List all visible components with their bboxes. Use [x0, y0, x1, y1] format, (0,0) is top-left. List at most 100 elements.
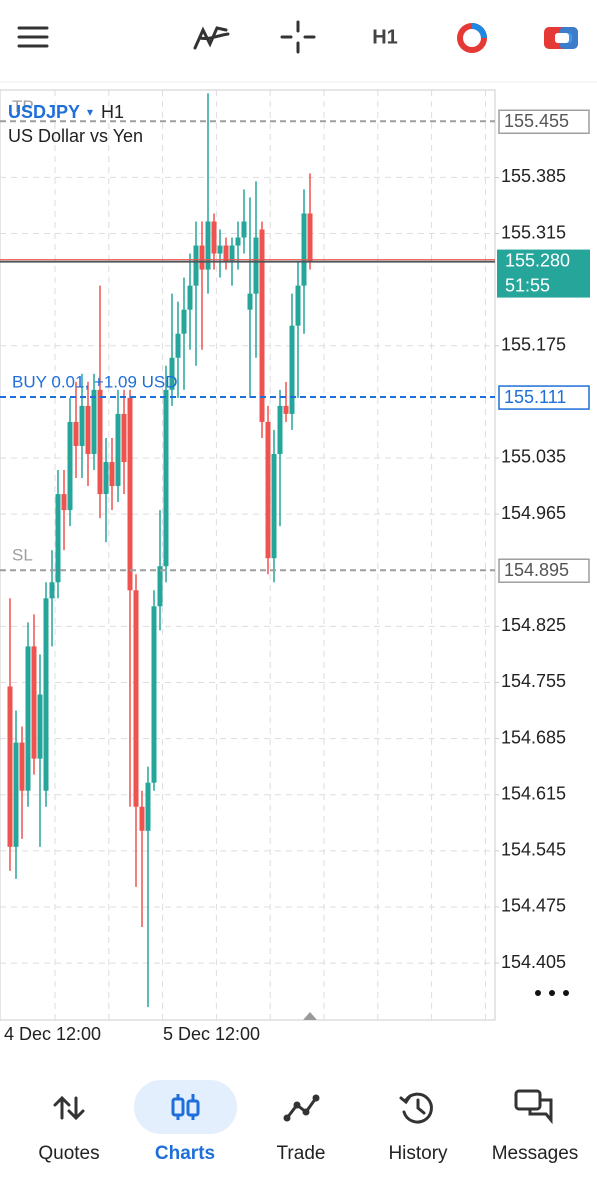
candle-body — [193, 245, 199, 286]
level-price: 155.455 — [504, 111, 569, 131]
candle-body — [115, 413, 121, 487]
nav-tab[interactable]: Charts — [155, 1143, 215, 1164]
candle-body — [79, 405, 85, 446]
candle-body — [151, 606, 157, 783]
candle-body — [199, 245, 205, 270]
y-tick-label: 154.825 — [501, 615, 566, 635]
candle-body — [295, 285, 301, 326]
indicators-button[interactable] — [193, 26, 230, 50]
quotes-icon — [53, 1095, 85, 1121]
candle-body — [91, 389, 97, 454]
crosshair-button[interactable] — [280, 20, 316, 54]
y-tick-label: 154.965 — [501, 503, 566, 523]
candle-body — [211, 221, 217, 254]
history-icon — [399, 1092, 433, 1124]
bottom-nav: Quotes Charts Trade History Messages — [38, 1080, 578, 1164]
symbol-dropdown[interactable]: ▾ — [87, 105, 93, 119]
candle-body — [253, 237, 259, 294]
candle-body — [277, 405, 283, 454]
candle-body — [43, 598, 49, 791]
candle-body — [229, 245, 235, 262]
active-tab-highlight — [134, 1080, 237, 1134]
bid-price: 155.280 — [505, 250, 570, 270]
candle-body — [25, 646, 31, 791]
symbol-description: US Dollar vs Yen — [8, 126, 143, 146]
y-tick-label: 154.685 — [501, 727, 566, 747]
candle-body — [73, 421, 79, 446]
toolbar: H1 — [17, 20, 578, 54]
candle-body — [7, 686, 13, 847]
x-tick-label: 5 Dec 12:00 — [163, 1024, 260, 1044]
y-tick-label: 154.755 — [501, 671, 566, 691]
candle-body — [187, 285, 193, 310]
chart-timeframe: H1 — [101, 102, 124, 122]
candle-body — [37, 694, 43, 759]
candle-body — [97, 389, 103, 495]
nav-tab[interactable]: Trade — [277, 1143, 326, 1164]
scroll-marker[interactable] — [303, 1012, 317, 1020]
messages-icon — [514, 1089, 553, 1125]
candle-body — [271, 453, 277, 559]
y-tick-label: 155.175 — [501, 335, 566, 355]
trade-button[interactable] — [544, 27, 578, 49]
y-tick-label: 154.475 — [501, 896, 566, 916]
candle-body — [19, 742, 25, 791]
nav-tab[interactable]: Quotes — [38, 1143, 99, 1164]
candle-body — [67, 421, 73, 511]
y-tick-label: 154.615 — [501, 783, 566, 803]
candle-body — [163, 389, 169, 567]
chart: 155.385 155.315 155.175 155.035 154.965 154.8… — [0, 93, 590, 1044]
candle-body — [109, 462, 115, 487]
candle-body — [49, 582, 55, 599]
candle-body — [205, 221, 211, 270]
candle-body — [145, 782, 151, 831]
level-label: TP — [12, 97, 34, 116]
candle-body — [247, 293, 253, 310]
candle-body — [103, 462, 109, 495]
candle-body — [289, 325, 295, 414]
bid-price-box — [497, 249, 590, 298]
candle-body — [85, 405, 91, 454]
level-price: 154.895 — [504, 560, 569, 580]
level-label: SL — [12, 546, 33, 565]
menu-button[interactable] — [17, 26, 49, 48]
timeframe-button[interactable]: H1 — [372, 26, 398, 48]
level-label: BUY 0.01, +1.09 USD — [12, 373, 178, 392]
candle-body — [169, 357, 175, 390]
candle-body — [61, 494, 67, 511]
candle-body — [301, 213, 307, 286]
level-price-box — [498, 385, 590, 410]
symbol[interactable]: USDJPY — [8, 102, 80, 122]
level-price-box — [498, 558, 590, 583]
candle-body — [181, 309, 187, 334]
candle-body — [259, 229, 265, 422]
bar-timer: 51:55 — [505, 275, 550, 295]
y-tick-label: 155.315 — [501, 222, 566, 242]
trade-icon — [285, 1096, 318, 1120]
candle-body — [217, 245, 223, 254]
candle-body — [133, 590, 139, 807]
candle-body — [31, 646, 37, 759]
candle-body — [283, 405, 289, 414]
x-tick-label: 4 Dec 12:00 — [4, 1024, 101, 1044]
candle-body — [307, 213, 313, 262]
candle-body — [13, 742, 19, 847]
y-tick-label: 154.405 — [501, 952, 566, 972]
level-price-box — [498, 109, 590, 135]
candle-body — [265, 421, 271, 559]
candle-body — [223, 245, 229, 262]
nav-tab[interactable]: Messages — [492, 1143, 579, 1164]
candle-body — [157, 566, 163, 607]
candle-body — [139, 806, 145, 831]
candle-body — [175, 333, 181, 358]
nav-tab[interactable]: History — [388, 1143, 448, 1164]
charts-icon — [171, 1094, 200, 1120]
y-tick-label: 155.035 — [501, 447, 566, 467]
candle-body — [127, 397, 133, 591]
more-button[interactable] — [535, 990, 569, 996]
one-click-trading-button[interactable] — [457, 23, 487, 53]
trade-icon-dots — [283, 1094, 320, 1122]
y-tick-label: 155.385 — [501, 166, 566, 186]
candle-body — [235, 237, 241, 246]
